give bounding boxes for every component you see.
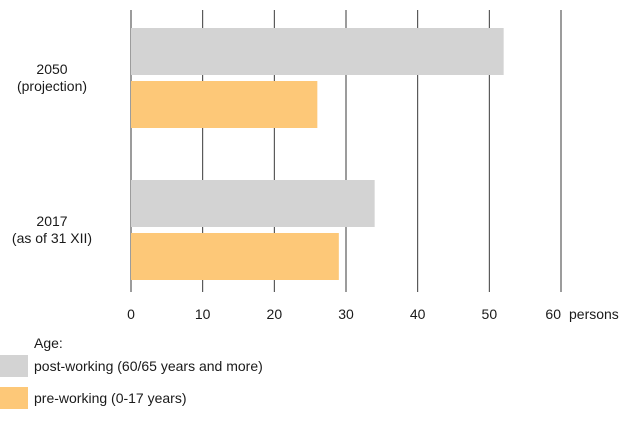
legend-swatch-post-working	[0, 355, 28, 377]
legend-item-pre-working: pre-working (0-17 years)	[0, 387, 400, 409]
bar-post-working-2050	[131, 28, 504, 75]
x-tick-label-60: 60	[545, 306, 561, 322]
bar-chart: 0 10 20 30 40 50 60 persons 2050(projection) 201…	[12, 10, 619, 322]
bar-pre-working-2017	[131, 233, 339, 280]
legend-swatch-pre-working	[0, 387, 28, 409]
bar-pre-working-2050	[131, 81, 318, 128]
category-sublabel-2050: (projection)	[17, 78, 87, 94]
legend-label-pre-working: pre-working (0-17 years)	[34, 390, 187, 406]
category-label-2017: 2017	[36, 213, 67, 229]
x-tick-label-20: 20	[267, 306, 283, 322]
x-tick-label-0: 0	[127, 306, 135, 322]
x-tick-label-40: 40	[410, 306, 426, 322]
x-tick-label-30: 30	[338, 306, 354, 322]
legend-title: Age:	[34, 335, 63, 351]
x-tick-label-10: 10	[195, 306, 211, 322]
x-axis-unit: persons	[569, 306, 619, 322]
category-sublabel-2017: (as of 31 XII)	[12, 230, 92, 246]
legend-label-post-working: post-working (60/65 years and more)	[34, 358, 263, 374]
x-tick-label-50: 50	[482, 306, 498, 322]
legend: Age: post-working (60/65 years and more)…	[0, 335, 400, 425]
legend-item-post-working: post-working (60/65 years and more)	[0, 355, 400, 377]
bar-post-working-2017	[131, 180, 375, 227]
category-label-2050: 2050	[36, 61, 67, 77]
